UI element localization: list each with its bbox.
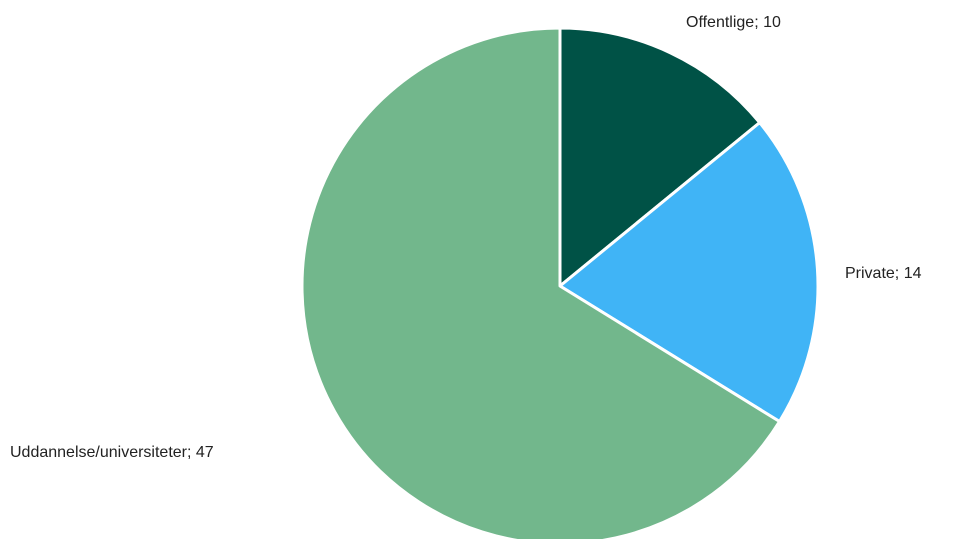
pie-slice-uddannelse-universiteter [300,26,782,539]
pie-slices [300,26,820,539]
data-label-uddannelse-universiteter: Uddannelse/universiteter; 47 [10,444,214,461]
data-label-offentlige: Offentlige; 10 [686,14,781,31]
pie-labels: Offentlige; 10 Private; 14 Uddannelse/univ… [10,14,922,461]
pie-slice-offentlige [558,26,762,288]
data-label-private: Private; 14 [845,265,922,282]
pie-slice-private [558,121,820,424]
